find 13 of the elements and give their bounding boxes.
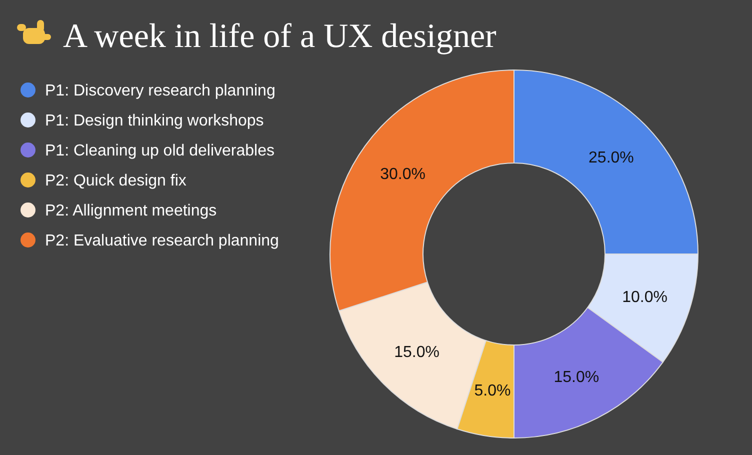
data-label: 25.0% xyxy=(588,149,634,166)
legend-label: P2: Evaluative research planning xyxy=(45,232,279,250)
data-label: 15.0% xyxy=(554,369,600,386)
legend-label: P1: Discovery research planning xyxy=(45,82,276,100)
legend-label: P1: Cleaning up old deliverables xyxy=(45,142,274,160)
data-label: 5.0% xyxy=(474,382,511,400)
chart-title: A week in life of a UX designer xyxy=(63,18,498,55)
legend-label: P2: Allignment meetings xyxy=(45,202,217,220)
data-label: 15.0% xyxy=(394,344,440,361)
data-label: 30.0% xyxy=(380,166,426,183)
legend-label: P1: Design thinking workshops xyxy=(45,112,264,130)
legend-label: P2: Quick design fix xyxy=(45,172,186,190)
data-label: 10.0% xyxy=(622,289,668,306)
